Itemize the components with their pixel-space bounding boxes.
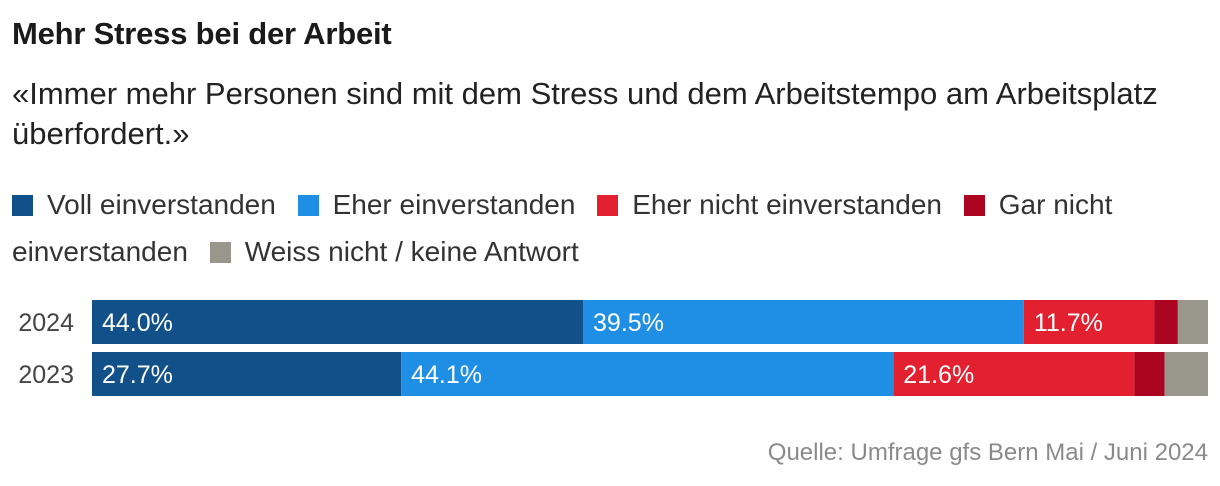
bar-segment-2023-0 — [92, 352, 402, 396]
legend-item-eher-nicht-einverstanden: Eher nicht einverstanden — [597, 189, 942, 220]
category-label-2023: 2023 — [18, 361, 74, 389]
legend-swatch — [12, 195, 33, 216]
data-label-2023-0: 27.7% — [102, 361, 173, 389]
stacked-bar-chart: 2024 44.0% 39.5% 11.7% 2023 27.7% 44.1% 21.6% — [18, 300, 1208, 396]
chart-title: Mehr Stress bei der Arbeit — [12, 16, 392, 51]
category-label-2024: 2024 — [18, 309, 74, 337]
legend-swatch — [597, 195, 619, 216]
data-label-2024-1: 39.5% — [593, 309, 664, 337]
legend-item-gar-nicht-einverstanden: Gar nicht einverstanden — [12, 189, 1112, 267]
legend-label: Eher nicht einverstanden — [632, 189, 942, 220]
bar-segment-2023-3 — [1134, 352, 1165, 396]
legend-item-weiss-nicht: Weiss nicht / keine Antwort — [209, 236, 579, 267]
legend-swatch — [209, 242, 231, 263]
bar-segment-2024-1 — [583, 300, 1024, 344]
data-label-2024-0: 44.0% — [102, 309, 173, 337]
bar-segment-2024-0 — [92, 300, 584, 344]
bar-segment-2024-2 — [1023, 300, 1155, 344]
chart-subtitle: «Immer mehr Personen sind mit dem Stress… — [12, 76, 1158, 151]
legend-label: Weiss nicht / keine Antwort — [244, 236, 579, 267]
bar-segment-2023-1 — [401, 352, 894, 396]
bar-segment-2024-4 — [1177, 300, 1208, 344]
bar-segment-2024-3 — [1154, 300, 1178, 344]
legend-label: Voll einverstanden — [47, 189, 276, 220]
legend-label: Eher einverstanden — [332, 189, 576, 220]
data-label-2023-2: 21.6% — [903, 361, 974, 389]
legend-item-eher-einverstanden: Eher einverstanden — [297, 189, 576, 220]
legend-item-voll-einverstanden: Voll einverstanden — [12, 189, 276, 220]
legend-swatch — [297, 195, 319, 216]
legend-swatch — [963, 195, 985, 216]
bar-segment-2023-2 — [893, 352, 1135, 396]
data-label-2023-1: 44.1% — [411, 361, 482, 389]
legend: Voll einverstanden Eher einverstanden Eh… — [12, 181, 1212, 275]
bar-segment-2023-4 — [1164, 352, 1208, 396]
data-label-2024-2: 11.7% — [1034, 309, 1103, 337]
legend-label: Gar nicht einverstanden — [12, 189, 1113, 267]
source-note: Quelle: Umfrage gfs Bern Mai / Juni 2024 — [767, 439, 1208, 466]
